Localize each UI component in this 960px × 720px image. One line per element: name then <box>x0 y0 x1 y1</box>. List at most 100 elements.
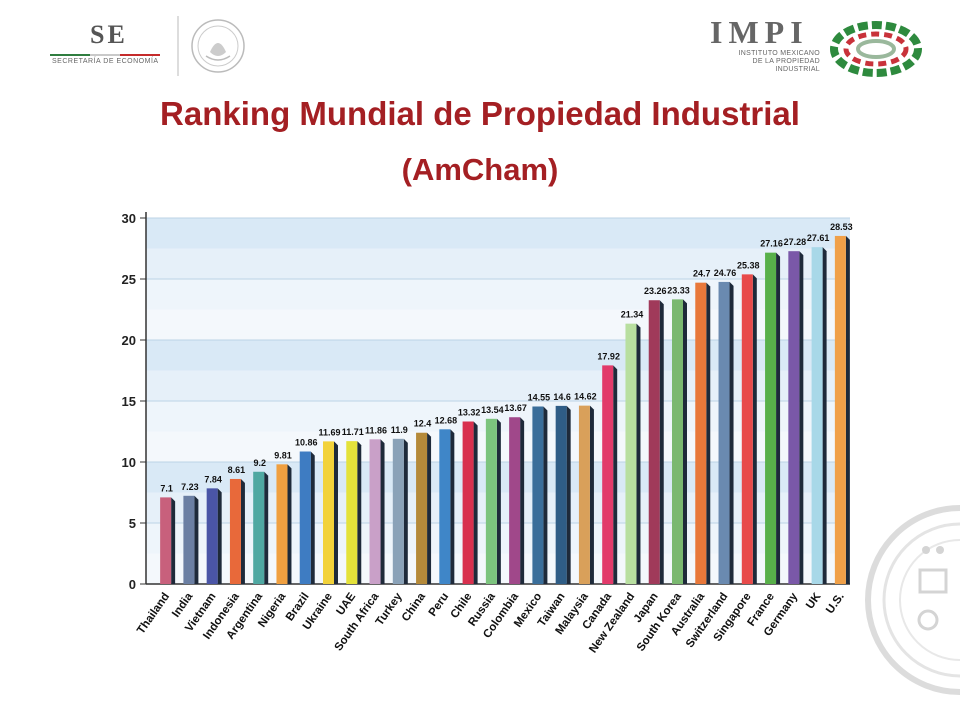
bar-value-label: 9.2 <box>253 458 266 468</box>
mexican-seal-icon <box>177 16 245 76</box>
bar-side <box>589 405 594 584</box>
bar-face <box>765 252 777 584</box>
decorative-circuit-icon <box>865 505 960 695</box>
bar <box>276 464 292 584</box>
bar-value-label: 13.32 <box>458 407 481 417</box>
bar-value-label: 13.54 <box>481 405 504 415</box>
bar <box>346 441 362 584</box>
bar-face <box>672 299 683 584</box>
bar-face <box>578 405 590 584</box>
bar-value-label: 25.38 <box>737 260 760 270</box>
bar-side <box>194 495 199 584</box>
bar-side <box>171 497 176 584</box>
bar-value-label: 11.69 <box>318 427 340 437</box>
bar <box>788 251 804 584</box>
bar <box>602 365 618 584</box>
bar-face <box>369 439 381 584</box>
bar-value-label: 27.61 <box>807 233 830 243</box>
bar <box>578 405 594 584</box>
bar-side <box>450 429 455 584</box>
bar-side <box>357 441 362 584</box>
x-category-label: UK <box>804 590 824 611</box>
bar-side <box>496 418 501 584</box>
se-logo-name: SECRETARÍA DE ECONOMÍA <box>52 58 159 65</box>
bar-value-label: 24.7 <box>693 269 711 279</box>
bar-face <box>323 441 334 584</box>
bar-value-label: 24.76 <box>714 268 737 278</box>
bar-side <box>334 441 338 584</box>
bar-face <box>439 429 451 584</box>
bar <box>648 300 664 584</box>
bar-value-label: 28.53 <box>830 222 853 232</box>
bar-value-label: 21.34 <box>621 310 644 320</box>
bar <box>299 451 315 584</box>
y-tick-label: 10 <box>122 455 136 470</box>
bar <box>695 282 711 584</box>
bar-value-label: 10.86 <box>295 438 318 448</box>
bar-side <box>264 471 269 584</box>
bar-face <box>788 251 800 584</box>
x-category-label: U.S. <box>824 591 847 616</box>
x-category-label: Thailand <box>135 591 172 637</box>
bar <box>206 488 222 584</box>
bar-side <box>240 478 245 584</box>
bar <box>741 274 757 584</box>
bar-face <box>160 497 172 584</box>
bar <box>834 235 850 584</box>
bar <box>369 439 385 584</box>
bar-side <box>613 365 618 584</box>
bar-face <box>834 235 846 584</box>
bar <box>555 405 571 584</box>
bar-face <box>206 488 218 584</box>
bar-side <box>822 247 827 584</box>
bar-side <box>403 438 408 584</box>
bar-side <box>217 488 222 584</box>
bar <box>462 421 478 584</box>
bar-side <box>799 251 804 584</box>
bar <box>765 252 781 584</box>
bar-value-label: 14.62 <box>574 392 597 402</box>
bar <box>160 497 176 584</box>
bar-face <box>509 417 521 584</box>
bar-value-label: 11.9 <box>391 425 408 435</box>
bar-face <box>695 282 707 584</box>
bar-value-label: 13.67 <box>504 403 527 413</box>
bar-face <box>299 451 311 584</box>
bar-value-label: 23.33 <box>667 285 690 295</box>
bar <box>532 406 548 584</box>
bar-face <box>392 438 404 584</box>
bar-face <box>276 464 288 584</box>
bar-side <box>543 406 548 584</box>
bar-side <box>776 252 781 584</box>
bar-face <box>741 274 753 584</box>
bar-face <box>625 323 637 584</box>
bar-face <box>485 418 497 584</box>
bar-side <box>473 421 478 584</box>
bar-value-label: 7.23 <box>181 482 199 492</box>
bar <box>625 323 641 584</box>
bar-value-label: 8.61 <box>228 465 246 475</box>
bar-value-label: 7.1 <box>160 483 173 493</box>
bar-side <box>566 405 571 584</box>
bar <box>323 441 338 584</box>
bar <box>718 281 734 584</box>
bar-face <box>532 406 544 584</box>
bar-side <box>636 323 641 584</box>
bar <box>253 471 269 584</box>
bar-side <box>845 235 850 584</box>
bar-chart: 0510152025307.1Thailand7.23India7.84Viet… <box>122 211 853 655</box>
bar-face <box>462 421 474 584</box>
bar-face <box>253 471 265 584</box>
bar <box>229 478 245 584</box>
bar <box>811 247 827 584</box>
slide-title: Ranking Mundial de Propiedad Industrial <box>160 95 800 132</box>
se-logo-abbr: SE <box>90 20 128 49</box>
slide-header: SE SECRETARÍA DE ECONOMÍA IMPI INSTITUTO… <box>0 0 960 90</box>
bar <box>183 495 199 584</box>
bar-face <box>602 365 614 584</box>
slide-subtitle: (AmCham) <box>401 152 559 187</box>
bar-face <box>346 441 358 584</box>
bar <box>672 299 687 584</box>
bar-value-label: 14.55 <box>528 392 551 402</box>
bar-side <box>287 464 292 584</box>
